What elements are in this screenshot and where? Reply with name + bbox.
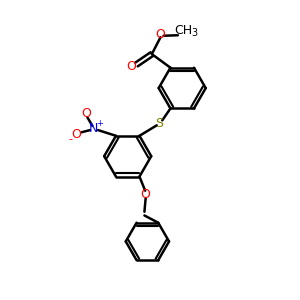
Text: O: O (71, 128, 81, 141)
Text: O: O (141, 188, 151, 201)
Text: O: O (156, 28, 166, 41)
Text: O: O (81, 107, 91, 120)
Text: O: O (126, 60, 136, 73)
Text: CH: CH (175, 24, 193, 37)
Text: +: + (96, 119, 103, 128)
Text: 3: 3 (191, 28, 197, 38)
Text: -: - (69, 134, 73, 144)
Text: S: S (155, 117, 163, 130)
Text: N: N (89, 122, 98, 135)
